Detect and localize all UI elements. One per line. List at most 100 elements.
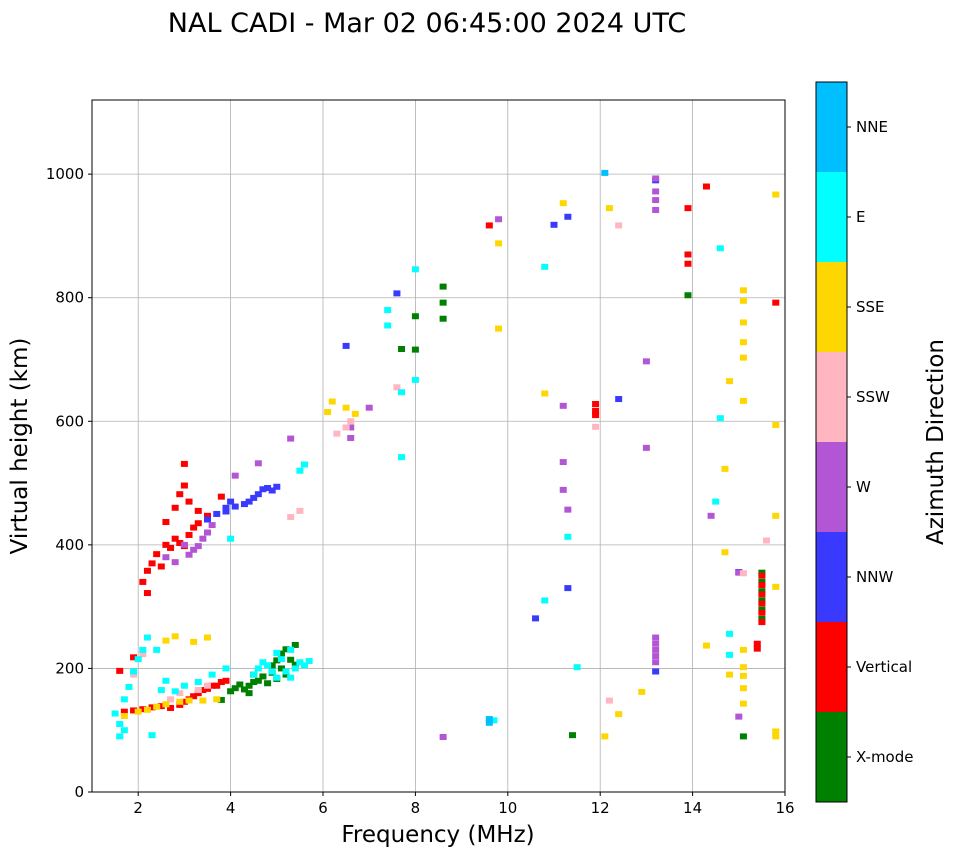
- data-point: [564, 585, 572, 592]
- data-point: [758, 582, 766, 589]
- data-point: [240, 686, 248, 693]
- data-point: [439, 315, 447, 322]
- data-point: [176, 701, 184, 708]
- data-point: [259, 659, 267, 666]
- data-point: [716, 415, 724, 422]
- data-point: [716, 245, 724, 252]
- data-point: [143, 706, 151, 713]
- data-point: [120, 713, 128, 720]
- data-point: [758, 619, 766, 626]
- data-point: [171, 688, 179, 695]
- data-point: [259, 673, 267, 680]
- data-point: [185, 697, 193, 704]
- data-point: [592, 412, 600, 419]
- data-point: [411, 346, 419, 353]
- data-point: [268, 662, 276, 669]
- data-point: [273, 483, 281, 490]
- data-point: [167, 704, 175, 711]
- data-point: [162, 677, 170, 684]
- data-point: [176, 491, 184, 498]
- data-point: [564, 213, 572, 220]
- data-point: [139, 646, 147, 653]
- data-point: [217, 679, 225, 686]
- data-point: [153, 551, 161, 558]
- colorbar-label-ssw: SSW: [856, 388, 890, 406]
- data-point: [148, 560, 156, 567]
- data-point: [495, 325, 503, 332]
- data-point: [347, 418, 355, 425]
- data-point: [222, 677, 230, 684]
- data-point: [287, 674, 295, 681]
- data-point: [592, 407, 600, 414]
- data-point: [227, 688, 235, 695]
- data-point: [739, 664, 747, 671]
- data-point: [324, 409, 332, 416]
- data-point: [134, 656, 142, 663]
- data-point: [758, 609, 766, 616]
- series-e: [111, 245, 734, 740]
- data-point: [753, 640, 761, 647]
- data-points: [111, 169, 780, 741]
- chart-title: NAL CADI - Mar 02 06:45:00 2024 UTC: [168, 8, 686, 39]
- data-point: [532, 615, 540, 622]
- data-point: [171, 504, 179, 511]
- colorbar-segment-nne: [816, 82, 847, 172]
- data-point: [739, 397, 747, 404]
- x-tick-label: 2: [133, 799, 143, 817]
- data-point: [208, 671, 216, 678]
- data-point: [726, 671, 734, 678]
- x-tick-label: 14: [683, 799, 702, 817]
- colorbar-label: Azimuth Direction: [923, 339, 949, 545]
- data-point: [684, 260, 692, 267]
- x-axis-label: Frequency (MHz): [341, 822, 534, 848]
- data-point: [231, 685, 239, 692]
- data-point: [120, 708, 128, 715]
- data-point: [305, 658, 313, 665]
- series-x-mode: [217, 283, 766, 740]
- series-sse: [120, 191, 780, 740]
- data-point: [490, 717, 498, 724]
- y-tick-label: 800: [55, 289, 84, 307]
- data-point: [190, 546, 198, 553]
- data-point: [296, 659, 304, 666]
- colorbar-segment-ssw: [816, 352, 847, 442]
- data-point: [296, 507, 304, 514]
- data-point: [231, 472, 239, 479]
- data-point: [758, 578, 766, 585]
- data-point: [199, 687, 207, 694]
- data-point: [398, 345, 406, 352]
- data-point: [652, 175, 660, 182]
- data-point: [190, 524, 198, 531]
- data-point: [176, 698, 184, 705]
- azimuth-colorbar: X-mode Vertical NNW W SSW SSE E NNE: [815, 81, 913, 803]
- data-point: [222, 665, 230, 672]
- y-tick-label: 1000: [46, 165, 84, 183]
- data-point: [739, 354, 747, 361]
- data-point: [550, 221, 558, 228]
- data-point: [351, 410, 359, 417]
- data-point: [721, 465, 729, 472]
- colorbar-segment-vertical: [816, 622, 847, 712]
- colorbar-label-nnw: NNW: [856, 568, 893, 586]
- data-point: [268, 487, 276, 494]
- data-point: [245, 498, 253, 505]
- data-point: [758, 591, 766, 598]
- data-point: [495, 216, 503, 223]
- data-point: [291, 661, 299, 668]
- data-point: [601, 733, 609, 740]
- data-point: [564, 506, 572, 513]
- data-point: [702, 642, 710, 649]
- data-point: [615, 711, 623, 718]
- data-point: [208, 682, 216, 689]
- data-point: [139, 578, 147, 585]
- data-point: [541, 390, 549, 397]
- data-point: [652, 634, 660, 641]
- data-point: [204, 529, 211, 536]
- data-point: [615, 222, 623, 229]
- data-point: [231, 503, 239, 510]
- data-point: [171, 559, 179, 566]
- data-point: [564, 533, 572, 540]
- colorbar-frame: [815, 81, 848, 803]
- x-tick-label: 4: [226, 799, 236, 817]
- data-point: [162, 541, 170, 548]
